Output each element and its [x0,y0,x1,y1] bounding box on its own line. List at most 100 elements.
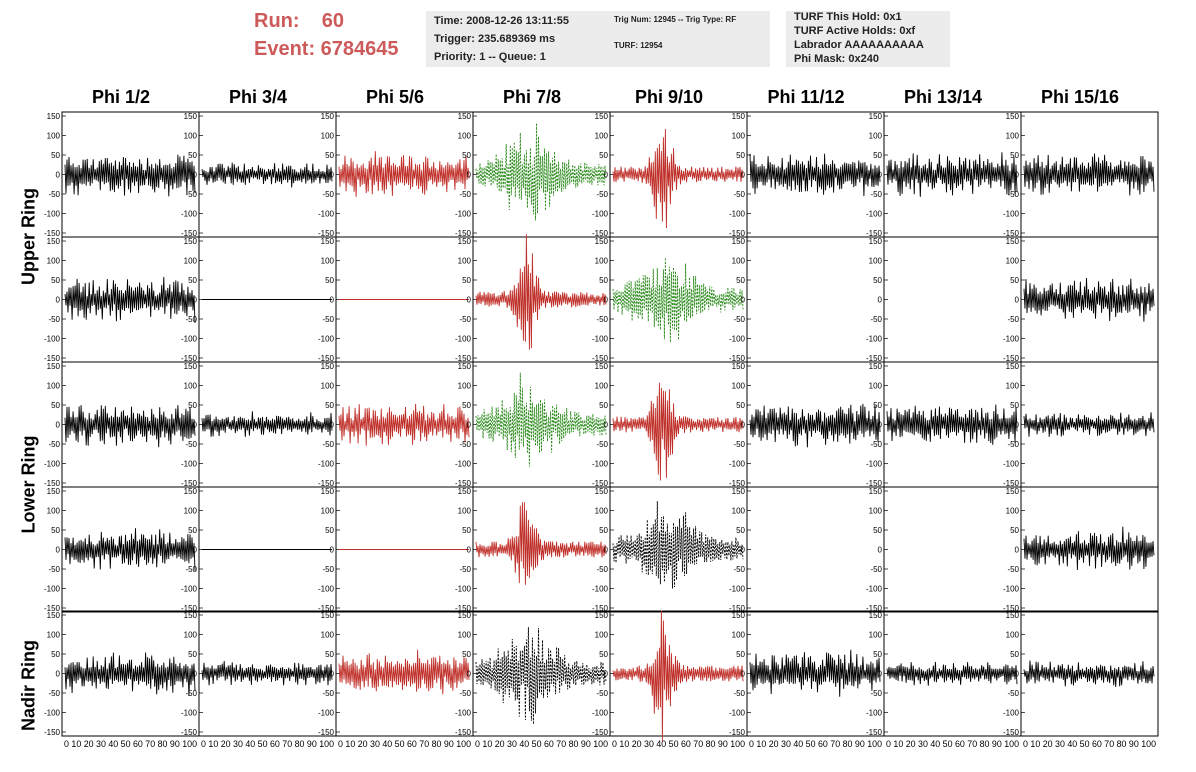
y-tick-label: 0 [56,421,61,430]
column-header-phi-13-14: Phi 13/14 [903,87,983,107]
y-tick-label: 150 [47,611,61,620]
waveform-trace [475,372,607,467]
y-tick-label: -150 [729,354,746,363]
y-tick-label: -150 [455,229,472,238]
waveform-trace [1023,526,1155,571]
y-tick-label: -100 [866,335,883,344]
y-tick-label: -150 [1003,354,1020,363]
y-tick-label: -50 [1007,440,1019,449]
waveform-trace [612,501,744,589]
y-tick-label: 100 [869,257,883,266]
y-tick-label: 0 [604,296,609,305]
y-tick-label: -50 [1007,689,1019,698]
y-tick-label: 0 [56,670,61,679]
y-tick-label: 50 [1010,151,1019,160]
waveform-trace [475,502,607,585]
y-tick-label: 0 [1015,421,1020,430]
y-tick-label: 50 [325,276,334,285]
y-tick-label: 50 [188,401,197,410]
y-tick-label: 0 [1015,171,1020,180]
y-tick-label: -100 [1003,585,1020,594]
y-tick-label: -100 [1003,335,1020,344]
y-tick-label: -150 [866,728,883,737]
y-tick-label: 50 [51,401,60,410]
y-tick-label: 100 [1006,132,1020,141]
y-tick-label: 0 [193,546,198,555]
y-tick-label: -50 [870,315,882,324]
y-tick-label: 150 [47,112,61,121]
y-tick-label: -50 [596,440,608,449]
y-tick-label: -50 [733,315,745,324]
trig-num-text: Trig Num: 12945 -- Trig Type: RF [614,15,737,24]
y-tick-label: -100 [44,210,61,219]
y-tick-label: 50 [873,401,882,410]
y-tick-label: -50 [185,190,197,199]
y-tick-label: 150 [869,237,883,246]
y-tick-label: 0 [467,296,472,305]
y-tick-label: -100 [729,335,746,344]
y-tick-label: -50 [322,315,334,324]
column-header-phi-5-6: Phi 5/6 [365,87,425,107]
y-tick-label: -50 [733,440,745,449]
y-tick-label: 100 [595,132,609,141]
y-tick-label: 150 [869,611,883,620]
y-tick-label: 150 [47,362,61,371]
y-tick-label: -100 [44,460,61,469]
y-tick-label: -100 [866,460,883,469]
y-tick-label: -150 [1003,728,1020,737]
waveform-trace [1023,153,1155,196]
y-tick-label: -50 [1007,315,1019,324]
y-tick-label: -150 [729,229,746,238]
y-tick-label: 0 [604,421,609,430]
y-tick-label: 150 [184,611,198,620]
y-tick-label: 0 [741,171,746,180]
y-tick-label: 50 [51,151,60,160]
ring-row-3: 150 100 50 0 -50 -100 -150 150 100 50 0 -50 -100 -150… [44,486,1159,613]
y-tick-label: 0 [467,421,472,430]
y-tick-label: 50 [188,151,197,160]
y-tick-label: -150 [1003,229,1020,238]
y-tick-label: -100 [318,210,335,219]
phi-mask-text: Phi Mask: 0x240 [794,53,879,65]
y-tick-label: -50 [185,565,197,574]
y-tick-label: -50 [185,689,197,698]
y-tick-label: -100 [592,709,609,718]
y-tick-label: 50 [51,276,60,285]
y-tick-label: 50 [873,151,882,160]
labrador-text: Labrador AAAAAAAAAA [794,39,924,51]
y-tick-label: 150 [1006,362,1020,371]
y-tick-label: 150 [869,487,883,496]
y-tick-label: 0 [330,421,335,430]
y-tick-label: 100 [732,132,746,141]
column-header-phi-3-4: Phi 3/4 [228,87,288,107]
y-tick-label: 150 [1006,112,1020,121]
y-tick-label: -150 [592,229,609,238]
y-tick-label: 50 [462,151,471,160]
y-tick-label: -150 [729,604,746,613]
y-tick-label: -100 [181,460,198,469]
y-tick-label: -150 [592,728,609,737]
y-tick-label: 100 [47,257,61,266]
y-tick-label: 0 [741,670,746,679]
y-tick-label: 0 [878,171,883,180]
y-tick-label: 50 [462,276,471,285]
y-tick-label: 100 [458,132,472,141]
y-tick-label: 50 [736,526,745,535]
y-tick-label: -150 [44,354,61,363]
y-tick-label: 0 [193,296,198,305]
waveform-trace [749,403,881,448]
y-tick-label: -100 [866,210,883,219]
y-tick-label: 0 [193,670,198,679]
y-tick-label: -50 [459,565,471,574]
y-tick-label: 100 [595,257,609,266]
y-tick-label: -150 [181,354,198,363]
y-tick-label: 100 [184,631,198,640]
waveform-trace [1023,412,1155,437]
y-tick-label: 50 [325,151,334,160]
y-tick-label: 0 [193,421,198,430]
column-header-phi-9-10: Phi 9/10 [634,87,704,107]
y-tick-label: -150 [181,229,198,238]
y-tick-label: 100 [732,631,746,640]
waveform-trace [475,234,607,350]
y-tick-label: 0 [604,670,609,679]
